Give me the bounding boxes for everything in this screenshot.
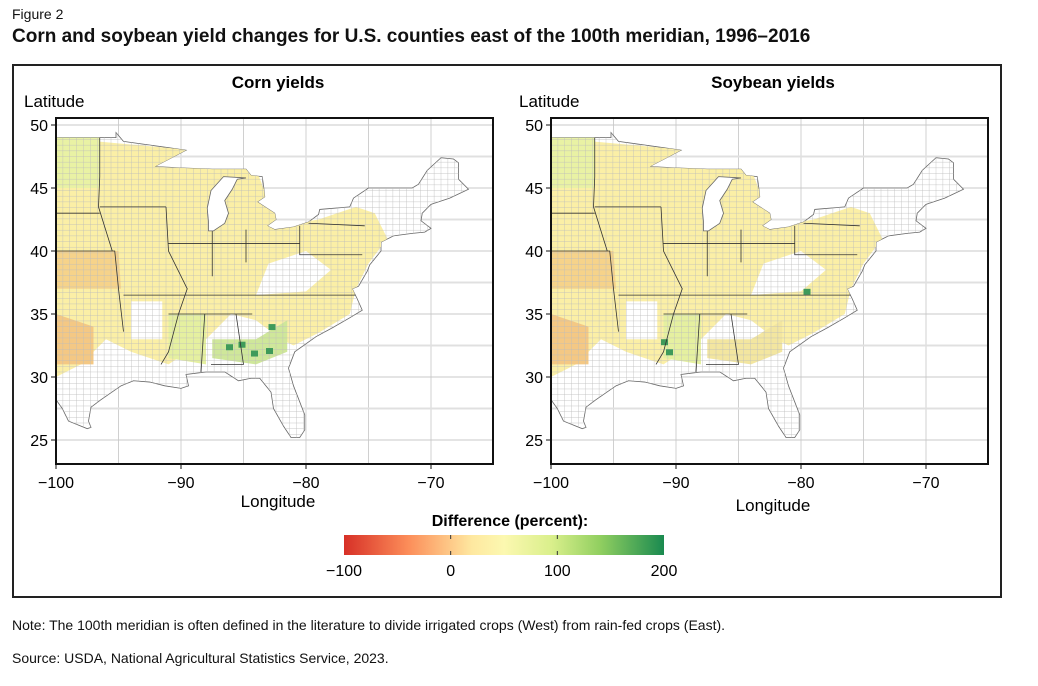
county-region	[751, 251, 826, 296]
county-high-change	[666, 349, 673, 356]
colorbar-title: Difference (percent):	[432, 513, 588, 530]
y-tick-label: 40	[30, 244, 48, 261]
y-tick-label: 50	[30, 118, 48, 135]
figure-frame	[12, 64, 1002, 598]
county-region	[551, 137, 595, 188]
state-border	[160, 206, 188, 365]
y-axis-label: Latitude	[519, 92, 580, 111]
county-region	[707, 320, 783, 365]
plot-border	[550, 117, 989, 465]
figure-title: Corn and soybean yield changes for U.S. …	[12, 26, 811, 47]
x-tick-label: −80	[787, 475, 814, 492]
state-border	[695, 313, 701, 372]
county-high-change	[251, 350, 258, 357]
state-border	[803, 222, 860, 227]
y-tick-label: 30	[525, 370, 543, 387]
state-border	[706, 313, 739, 365]
panel-title: Soybean yields	[711, 73, 835, 92]
y-tick-label: 25	[30, 433, 48, 450]
county-high-change	[238, 341, 246, 348]
state-border	[200, 313, 206, 372]
county-region	[256, 251, 331, 296]
lake-michigan	[701, 176, 742, 232]
county-high-change	[268, 324, 276, 331]
county-high-change	[226, 344, 233, 351]
x-axis-label: Longitude	[241, 492, 316, 511]
x-tick-label: −90	[662, 475, 689, 492]
state-border	[308, 222, 365, 227]
colorbar-tick-label: 200	[651, 563, 678, 580]
y-tick-label: 25	[525, 433, 543, 450]
colorbar-gradient	[344, 535, 664, 555]
y-tick-label: 45	[525, 181, 543, 198]
colorbar-tick-label: 100	[544, 563, 571, 580]
soybean-yields-panel: Soybean yields Latitude Longitude −100 −90 −8…	[519, 73, 989, 515]
y-tick-label: 50	[525, 118, 543, 135]
county-region	[131, 301, 163, 340]
x-tick-label: −100	[533, 475, 569, 492]
map-figure: Corn yields Latitude Longitude −100 −90 −80 −7…	[24, 73, 989, 580]
state-border	[551, 250, 619, 332]
county-high-change	[803, 288, 811, 295]
y-tick-label: 35	[525, 307, 543, 324]
state-border	[655, 206, 683, 365]
county-region	[626, 301, 658, 340]
plot-border	[55, 117, 494, 465]
x-tick-label: −70	[912, 475, 939, 492]
county-high-change	[266, 348, 273, 355]
x-tick-label: −70	[417, 475, 444, 492]
y-axis-label: Latitude	[24, 92, 85, 111]
state-border	[211, 313, 244, 365]
county-high-change	[661, 339, 668, 346]
x-axis-label: Longitude	[736, 496, 811, 515]
corn-yields-panel: Corn yields Latitude Longitude −100 −90 −80 −7…	[24, 73, 494, 511]
county-region	[56, 137, 100, 188]
colorbar-tick-label: 0	[446, 563, 455, 580]
note-text: Note: The 100th meridian is often define…	[12, 617, 726, 633]
panel-title: Corn yields	[232, 73, 325, 92]
x-tick-label: −100	[38, 475, 74, 492]
state-border	[794, 225, 858, 256]
lake-michigan	[206, 176, 247, 232]
state-border	[98, 137, 113, 252]
y-tick-label: 45	[30, 181, 48, 198]
x-tick-label: −80	[292, 475, 319, 492]
state-border	[299, 225, 363, 256]
y-tick-label: 30	[30, 370, 48, 387]
y-tick-label: 40	[525, 244, 543, 261]
colorbar: Difference (percent): −100 0 100 200	[326, 513, 677, 580]
source-text: Source: USDA, National Agricultural Stat…	[12, 650, 389, 666]
y-tick-label: 35	[30, 307, 48, 324]
x-tick-label: −90	[167, 475, 194, 492]
colorbar-tick-label: −100	[326, 563, 362, 580]
figure-label: Figure 2	[12, 6, 64, 22]
state-border	[593, 137, 608, 252]
state-border	[56, 250, 124, 332]
